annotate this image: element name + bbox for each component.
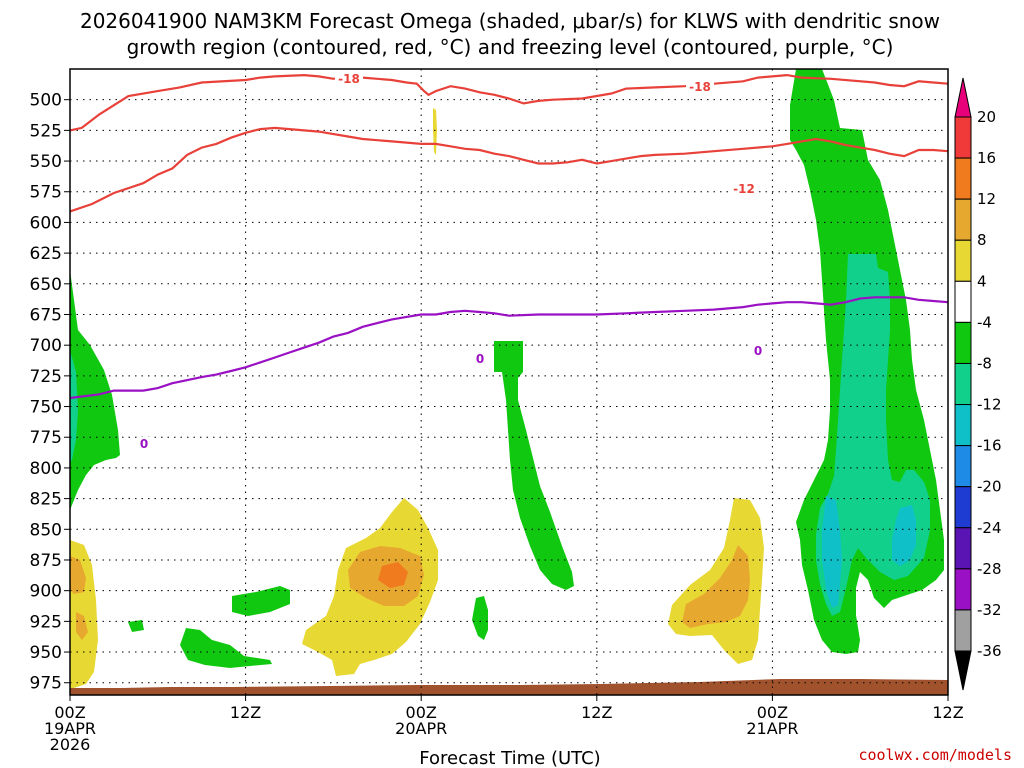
colorbar-label-13: -36 (977, 642, 1002, 660)
contour-labels: -18 -18 -12 0 0 0 (137, 72, 765, 451)
y-tick-label-950: 950 (30, 643, 62, 663)
colorbar-swatch-2 (954, 157, 972, 200)
x-tick-label-5-1: 12Z (932, 703, 963, 722)
colorbar-label-3: 8 (977, 231, 987, 249)
omega-region-green-patch-4 (472, 596, 488, 640)
x-tick-label-4-1: 00Z (757, 703, 788, 722)
contour-line-1 (69, 126, 949, 213)
x-tick-label-0-3: 2026 (50, 735, 91, 754)
colorbar-swatch-8 (954, 404, 972, 447)
y-tick-label-900: 900 (30, 582, 62, 602)
colorbar-label-9: -20 (977, 478, 1002, 496)
y-tick-label-675: 675 (30, 305, 62, 325)
contour-line-2 (69, 296, 949, 400)
y-tick-label-600: 600 (30, 213, 62, 233)
colorbar-label-11: -28 (977, 560, 1002, 578)
y-tick-label-650: 650 (30, 275, 62, 295)
contour-label-zero-middle: 0 (476, 352, 484, 366)
colorbar-swatch-13 (954, 609, 972, 652)
omega-region-left-gold-2 (76, 612, 88, 640)
y-tick-label-800: 800 (30, 459, 62, 479)
colorbar-label-4: 4 (977, 272, 987, 290)
colorbar-label-2: 12 (977, 190, 996, 208)
x-tick-label-0-1: 00Z (54, 703, 85, 722)
colorbar-swatch-7 (954, 362, 972, 406)
colorbar-label-12: -32 (977, 601, 1002, 619)
colorbar-label-0: 20 (977, 108, 996, 126)
contour-lines (69, 73, 949, 400)
y-tick-label-775: 775 (30, 428, 62, 448)
y-tick-label-625: 625 (30, 244, 62, 264)
omega-region-green-patch-2 (232, 586, 290, 616)
y-tick-label-875: 875 (30, 551, 62, 571)
x-tick-label-1-1: 12Z (230, 703, 261, 722)
y-tick-label-725: 725 (30, 367, 62, 387)
y-tick-label-825: 825 (30, 490, 62, 510)
colorbar-swatch-4 (954, 239, 972, 282)
omega-region-left-gold (70, 556, 86, 594)
omega-region-center-orange (378, 562, 408, 588)
plot-frame (69, 68, 949, 696)
x-tick-label-2-2: 20APR (395, 719, 447, 738)
omega-region-left-teal (70, 350, 78, 462)
colorbar-label-1: 16 (977, 149, 996, 167)
omega-region-late-gold (682, 545, 750, 628)
colorbar-label-7: -12 (977, 396, 1002, 414)
y-axis: 500 525 550 575 600 625 650 675 700 725 750 775 800 8… (30, 91, 70, 694)
chart-title-line-1: 2026041900 NAM3KM Forecast Omega (shaded… (80, 9, 940, 33)
colorbar-swatch-10 (954, 486, 972, 529)
colorbar-swatch-1 (954, 116, 972, 159)
colorbar-label-8: -16 (977, 437, 1002, 455)
omega-region-green-patch-1 (128, 620, 144, 632)
colorbar-swatch-3 (954, 198, 972, 241)
contour-label-minus18-right: -18 (689, 80, 711, 94)
contour-label-zero-right: 0 (754, 344, 762, 358)
colorbar-swatch-6 (954, 321, 972, 364)
contour-label-minus18-left: -18 (338, 72, 360, 86)
contour-line-0 (69, 73, 949, 132)
y-tick-label-700: 700 (30, 336, 62, 356)
colorbar-label-10: -24 (977, 519, 1002, 537)
colorbar-swatch-12 (954, 568, 972, 611)
colorbar-swatch-11 (954, 527, 972, 570)
colorbar-swatch-9 (954, 445, 972, 488)
colorbar-label-5: -4 (977, 313, 992, 331)
y-tick-label-575: 575 (30, 183, 62, 203)
chart-title-line-2: growth region (contoured, red, °C) and f… (127, 35, 894, 59)
terrain-strip (70, 679, 948, 695)
omega-shading (70, 69, 944, 688)
y-tick-label-550: 550 (30, 152, 62, 172)
omega-region-column-green (494, 341, 574, 590)
x-tick-label-0-2: 19APR (44, 719, 96, 738)
y-tick-label-500: 500 (30, 91, 62, 111)
y-tick-label-750: 750 (30, 398, 62, 418)
x-tick-label-4-2: 21APR (746, 719, 798, 738)
y-tick-label-525: 525 (30, 121, 62, 141)
omega-region-green-patch-3 (180, 628, 272, 668)
x-axis-title: Forecast Time (UTC) (419, 748, 600, 768)
y-tick-label-925: 925 (30, 612, 62, 632)
colorbar-label-6: -8 (977, 354, 992, 372)
x-tick-label-3-1: 12Z (581, 703, 612, 722)
omega-region-right-cyan-2 (892, 505, 916, 566)
colorbar: 20 16 12 8 4 -4 -8 -12 -16 -20 -24 -28 -32 -36 (954, 77, 1002, 691)
omega-region-right-cyan (822, 496, 842, 608)
contour-label-zero-left: 0 (140, 437, 148, 451)
credit-text: coolwx.com/models (858, 746, 1012, 764)
colorbar-swatch-14 (954, 650, 972, 691)
colorbar-swatch-0 (954, 77, 972, 118)
y-tick-label-975: 975 (30, 674, 62, 694)
omega-region-spike (433, 108, 437, 155)
y-tick-label-850: 850 (30, 520, 62, 540)
x-tick-label-2-1: 00Z (406, 703, 437, 722)
omega-region-left-green (70, 270, 120, 510)
contour-label-minus12: -12 (733, 182, 755, 196)
colorbar-swatch-5 (954, 280, 972, 323)
